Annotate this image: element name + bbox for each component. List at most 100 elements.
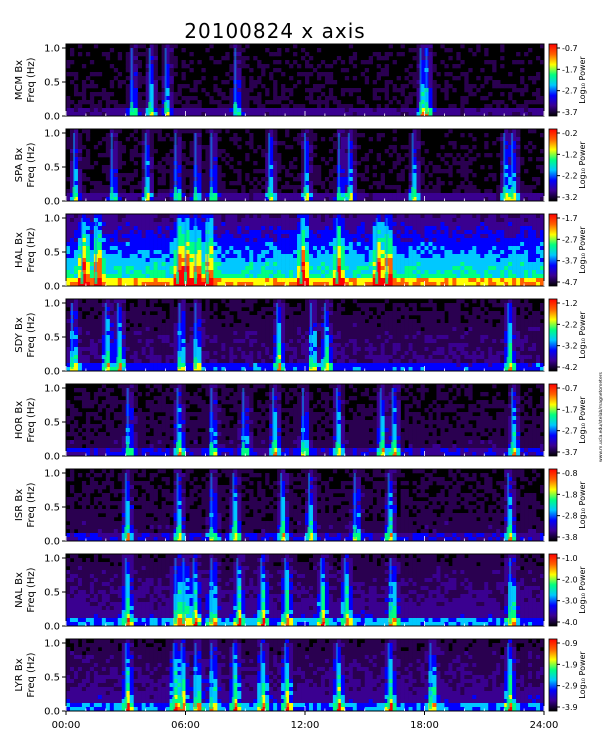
spectrogram-cell [142, 258, 146, 262]
spectrogram-cell [468, 149, 472, 153]
spectrogram-cell [166, 153, 170, 157]
spectrogram-cell [317, 96, 321, 100]
spectrogram-cell [432, 250, 436, 254]
spectrogram-cell [98, 108, 102, 112]
spectrogram-cell [317, 169, 321, 173]
spectrogram-cell [476, 76, 480, 80]
spectrogram-cell [492, 299, 496, 303]
spectrogram-cell [249, 80, 253, 84]
spectrogram-cell [209, 250, 213, 254]
spectrogram-cell [253, 185, 257, 189]
spectrogram-cell [146, 278, 150, 282]
spectrogram-cell [325, 254, 329, 258]
spectrogram-cell [428, 246, 432, 250]
spectrogram-cell [261, 234, 265, 238]
spectrogram-cell [158, 262, 162, 266]
spectrogram-cell [265, 64, 269, 68]
spectrogram-cell [74, 218, 78, 222]
spectrogram-cell [110, 129, 114, 133]
spectrogram-cell [102, 185, 106, 189]
spectrogram-cell [317, 88, 321, 92]
spectrogram-cell [480, 278, 484, 282]
spectrogram-cell [293, 193, 297, 197]
spectrogram-cell [425, 246, 429, 250]
spectrogram-cell [281, 278, 285, 282]
spectrogram-cell [444, 72, 448, 76]
spectrogram-cell [265, 238, 269, 242]
spectrogram-cell [456, 250, 460, 254]
spectrogram-cell [82, 100, 86, 104]
spectrogram-cell [225, 80, 229, 84]
spectrogram-cell [221, 258, 225, 262]
spectrogram-cell [428, 84, 432, 88]
spectrogram-cell [150, 274, 154, 278]
spectrogram-cell [285, 185, 289, 189]
spectrogram-cell [425, 165, 429, 169]
spectrogram-cell [341, 238, 345, 242]
spectrogram-cell [357, 262, 361, 266]
spectrogram-cell [377, 88, 381, 92]
spectrogram-cell [472, 173, 476, 177]
spectrogram-cell [189, 145, 193, 149]
spectrogram-cell [221, 262, 225, 266]
spectrogram-cell [253, 161, 257, 165]
spectrogram-cell [520, 226, 524, 230]
spectrogram-cell [397, 52, 401, 56]
spectrogram-cell [245, 173, 249, 177]
spectrogram-cell [261, 246, 265, 250]
spectrogram-cell [265, 48, 269, 52]
spectrogram-cell [321, 214, 325, 218]
spectrogram-cell [174, 311, 178, 315]
colorbar-tick-label: -3.2 [562, 193, 578, 202]
spectrogram-cell [504, 129, 508, 133]
spectrogram-cell [405, 214, 409, 218]
spectrogram-cell [405, 262, 409, 266]
spectrogram-cell [86, 157, 90, 161]
spectrogram-cell [504, 108, 508, 112]
spectrogram-cell [249, 266, 253, 270]
spectrogram-cell [413, 262, 417, 266]
spectrogram-cell [313, 153, 317, 157]
spectrogram-cell [309, 181, 313, 185]
spectrogram-cell [285, 214, 289, 218]
spectrogram-cell [146, 270, 150, 274]
spectrogram-cell [197, 104, 201, 108]
spectrogram-cell [213, 185, 217, 189]
spectrogram-cell [142, 238, 146, 242]
spectrogram-cell [98, 92, 102, 96]
burst-mark-base [268, 187, 271, 199]
spectrogram-cell [492, 226, 496, 230]
spectrogram-cell [150, 266, 154, 270]
spectrogram-cell [197, 238, 201, 242]
spectrogram-cell [353, 173, 357, 177]
spectrogram-cell [428, 173, 432, 177]
spectrogram-cell [182, 76, 186, 80]
spectrogram-cell [500, 92, 504, 96]
spectrogram-cell [425, 169, 429, 173]
spectrogram-cell [229, 88, 233, 92]
spectrogram-cell [237, 100, 241, 104]
spectrogram-cell [464, 185, 468, 189]
spectrogram-cell [142, 80, 146, 84]
spectrogram-cell [193, 129, 197, 133]
spectrogram-cell [257, 226, 261, 230]
spectrogram-cell [353, 278, 357, 282]
spectrogram-cell [82, 189, 86, 193]
spectrogram-cell [178, 141, 182, 145]
spectrogram-cell [401, 254, 405, 258]
spectrogram-cell [369, 230, 373, 234]
spectrogram-cell [313, 230, 317, 234]
spectrogram-cell [329, 242, 333, 246]
spectrogram-cell [504, 230, 508, 234]
spectrogram-cell [261, 104, 265, 108]
spectrogram-cell [197, 173, 201, 177]
spectrogram-cell [365, 157, 369, 161]
spectrogram-cell [277, 189, 281, 193]
spectrogram-cell [233, 44, 237, 48]
spectrogram-cell [460, 274, 464, 278]
spectrogram-cell [289, 193, 293, 197]
spectrogram-cell [460, 44, 464, 48]
spectrogram-cell [397, 157, 401, 161]
spectrogram-cell [520, 108, 524, 112]
spectrogram-cell [269, 72, 273, 76]
